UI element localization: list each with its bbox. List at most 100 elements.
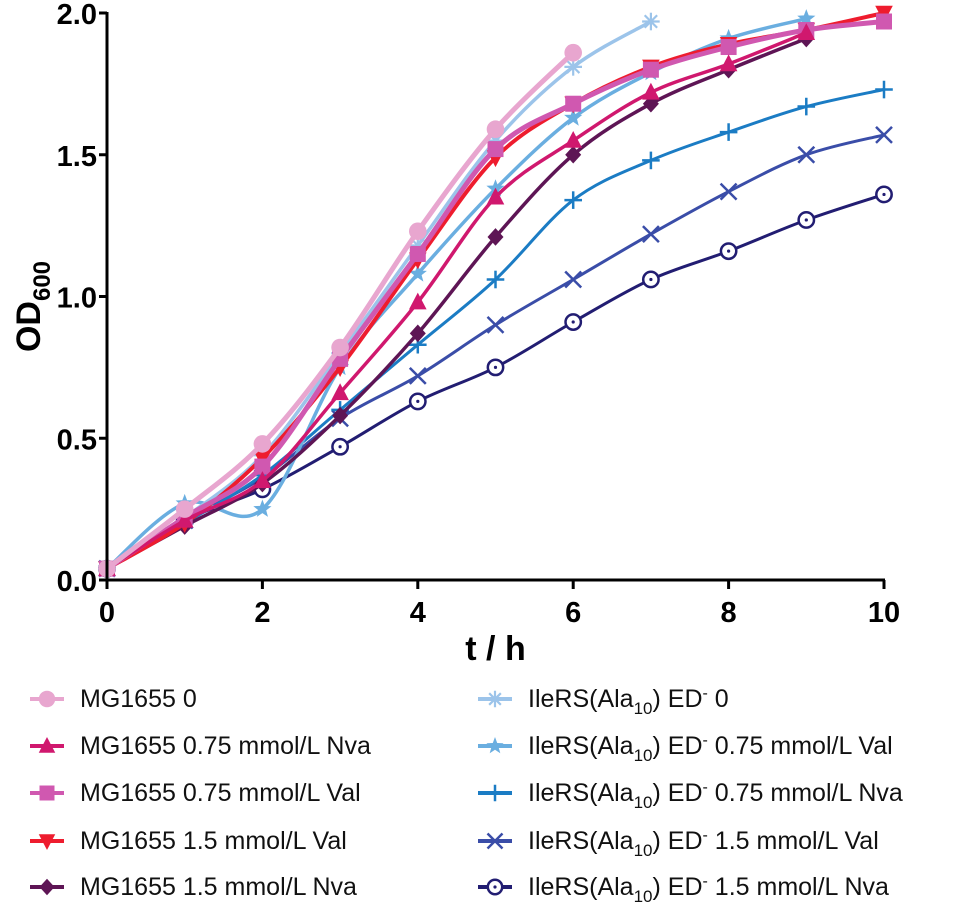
y-tick-label: 0.5 [57, 424, 97, 456]
legend-item: MG1655 0 [30, 685, 197, 713]
data-point-marker [253, 499, 272, 517]
data-point-marker [486, 187, 505, 205]
legend-label: MG1655 1.5 mmol/L Nva [80, 873, 357, 901]
data-point-marker [486, 784, 504, 802]
data-point-marker [797, 97, 816, 116]
data-point-marker [486, 270, 505, 289]
legend-item: IleRS(Ala10) ED- 0 [478, 685, 729, 718]
x-tick-label: 4 [410, 597, 426, 629]
data-point-marker [719, 54, 738, 72]
data-point-marker [175, 500, 194, 518]
legend-item: MG1655 0.75 mmol/L Val [30, 779, 361, 807]
series-line [105, 11, 886, 571]
legend-item: MG1655 1.5 mmol/L Val [30, 827, 347, 855]
series-line [105, 31, 809, 571]
data-point-marker [408, 392, 427, 411]
x-tick-label: 6 [565, 597, 581, 629]
data-point-marker [642, 151, 660, 170]
data-point-marker [797, 23, 816, 41]
data-point-marker [487, 228, 504, 246]
series-0 [98, 43, 582, 578]
data-point-marker [486, 315, 505, 334]
x-tick-label: 2 [254, 597, 270, 629]
legend-label: MG1655 0.75 mmol/L Nva [80, 732, 371, 760]
data-point-marker [797, 145, 816, 164]
data-point-marker [331, 338, 349, 357]
data-point-marker [642, 225, 660, 244]
data-point-marker [487, 141, 504, 158]
legend: MG1655 0 MG1655 0.75 mmol/L Nva MG1655 0.7… [30, 685, 903, 906]
data-point-marker [409, 222, 427, 241]
data-point-marker [564, 191, 582, 209]
data-point-marker [797, 9, 816, 27]
data-point-marker [642, 61, 659, 78]
y-tick-label: 1.5 [57, 141, 97, 173]
data-point-marker [486, 690, 504, 708]
data-point-marker [331, 383, 349, 401]
data-point-marker [409, 324, 426, 343]
data-point-marker [486, 358, 505, 377]
x-tick-label: 0 [99, 597, 115, 629]
data-point-marker [719, 242, 738, 261]
legend-label: IleRS(Ala10) ED- 0.75 mmol/L Nva [528, 779, 903, 812]
legend-label: MG1655 0 [80, 685, 197, 713]
data-point-marker [720, 39, 737, 56]
data-point-marker [564, 270, 583, 289]
data-point-marker [875, 126, 893, 144]
data-point-marker [253, 435, 272, 453]
legend-item: IleRS(Ala10) ED- 1.5 mmol/L Val [478, 827, 879, 860]
series-layer [97, 5, 893, 579]
data-point-marker [875, 80, 893, 99]
legend-label: IleRS(Ala10) ED- 0.75 mmol/L Val [528, 732, 893, 765]
data-point-marker [409, 292, 427, 310]
legend-label: MG1655 1.5 mmol/L Val [80, 827, 347, 855]
data-point-marker [38, 737, 56, 753]
data-point-marker [486, 737, 504, 754]
series-line [105, 88, 886, 571]
data-point-marker [39, 878, 55, 896]
x-ticks: 0 2 4 6 8 10 [99, 580, 900, 629]
legend-item: IleRS(Ala10) ED- 0.75 mmol/L Nva [478, 779, 903, 812]
legend-item: MG1655 1.5 mmol/L Nva [30, 873, 357, 901]
data-point-marker [486, 120, 505, 139]
data-point-marker [719, 182, 738, 201]
legend-item: IleRS(Ala10) ED- 0.75 mmol/L Val [478, 732, 893, 765]
data-point-marker [641, 270, 660, 289]
data-point-marker [875, 185, 893, 204]
data-point-marker [332, 406, 349, 425]
data-point-marker [564, 43, 582, 62]
y-tick-label: 0.0 [57, 566, 97, 598]
data-point-marker [409, 245, 426, 262]
data-point-marker [564, 108, 583, 126]
y-tick-label: 2.0 [57, 0, 97, 31]
axes: 0.0 0.5 1.0 1.5 2.0 0 2 4 6 8 10 t / h OD600 [10, 0, 900, 668]
data-point-marker [408, 366, 427, 385]
series-line [104, 19, 887, 572]
data-point-marker [564, 130, 582, 148]
legend-item: IleRS(Ala10) ED- 1.5 mmol/L Nva [478, 873, 889, 906]
data-point-marker [39, 785, 55, 801]
data-point-marker [175, 510, 194, 528]
data-point-marker [254, 458, 271, 475]
series-1 [98, 23, 816, 576]
data-point-marker [564, 313, 583, 331]
series-line [105, 36, 809, 571]
data-point-marker [38, 690, 56, 708]
data-point-marker [38, 834, 56, 850]
legend-item: MG1655 0.75 mmol/L Nva [30, 732, 371, 760]
data-point-marker [253, 471, 272, 488]
data-point-marker [486, 832, 504, 850]
data-point-marker [331, 437, 350, 456]
y-axis-title-main: OD [10, 301, 48, 352]
y-axis-title: OD600 [10, 261, 56, 352]
x-tick-label: 8 [721, 597, 737, 629]
legend-label: IleRS(Ala10) ED- 1.5 mmol/L Val [528, 827, 879, 860]
x-tick-label: 10 [868, 597, 900, 629]
data-point-marker [797, 211, 816, 229]
data-point-marker [408, 264, 427, 282]
legend-label: IleRS(Ala10) ED- 1.5 mmol/L Nva [528, 873, 889, 906]
data-point-marker [486, 878, 504, 896]
data-point-marker [565, 95, 582, 112]
legend-label: IleRS(Ala10) ED- 0 [528, 685, 729, 718]
